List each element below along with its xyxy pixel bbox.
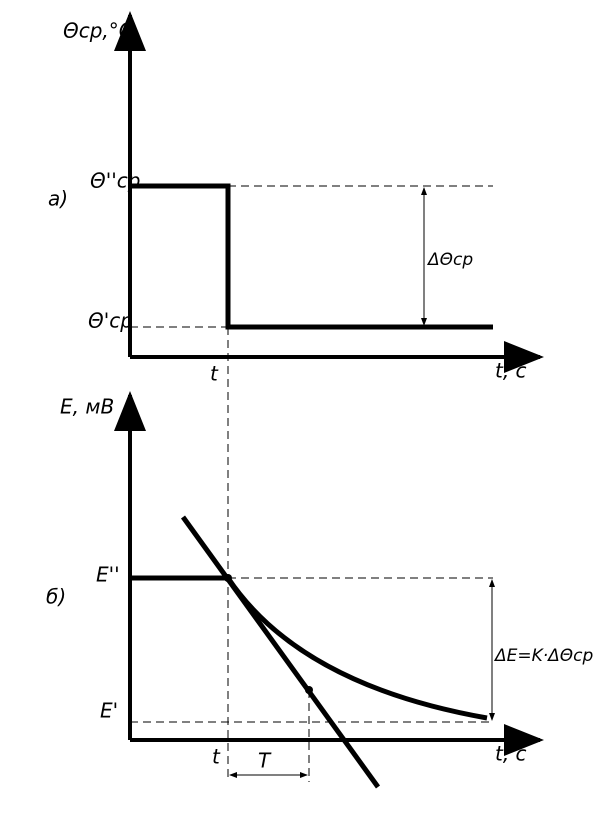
level-label: Θ''ср — [90, 169, 140, 193]
step-curve — [130, 183, 493, 330]
panel-label: а) — [48, 187, 68, 211]
time-label: t — [212, 745, 221, 769]
response-curve — [225, 576, 488, 721]
x-axis-label: t, c — [495, 742, 527, 766]
delta-label: ΔE=K·ΔΘср — [493, 646, 594, 666]
level-label: E'' — [96, 563, 120, 587]
panel-label: б) — [46, 585, 66, 609]
panel-a: Θср,°C Θ''ср Θ'ср а) ΔΘср t t, c — [48, 11, 544, 386]
y-axis-label: Θср,°C — [63, 19, 133, 43]
constant-label: T — [258, 749, 272, 773]
delta-label: ΔΘср — [426, 250, 473, 270]
y-axis-label: E, мВ — [60, 395, 114, 419]
panel-b: E, мВ E'' E' б) ΔE=K·ΔΘср t T t, c — [46, 391, 594, 789]
time-label: t — [210, 362, 219, 386]
level-label: Θ'ср — [88, 309, 133, 333]
tangent — [180, 515, 381, 789]
x-axis-label: t, c — [495, 359, 527, 383]
level-label: E' — [100, 699, 118, 723]
